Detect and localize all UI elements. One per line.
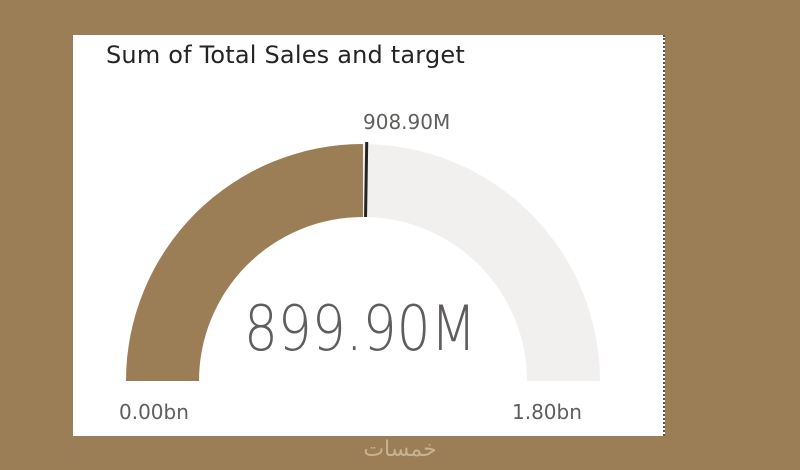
gauge-min-label: 0.00bn: [119, 400, 189, 424]
gauge-visual-card[interactable]: Sum of Total Sales and target 908.90M 89…: [73, 35, 665, 436]
gauge-value-label: 899.90M: [243, 292, 477, 365]
gauge-target-label: 908.90M: [363, 110, 451, 134]
gauge-max-label: 1.80bn: [512, 400, 582, 424]
watermark-logo: خمسات: [363, 437, 437, 462]
gauge-chart[interactable]: [73, 35, 665, 436]
visual-title: Sum of Total Sales and target: [106, 41, 465, 69]
gauge-fill[interactable]: [126, 144, 363, 381]
gauge-target-marker[interactable]: [364, 142, 369, 218]
